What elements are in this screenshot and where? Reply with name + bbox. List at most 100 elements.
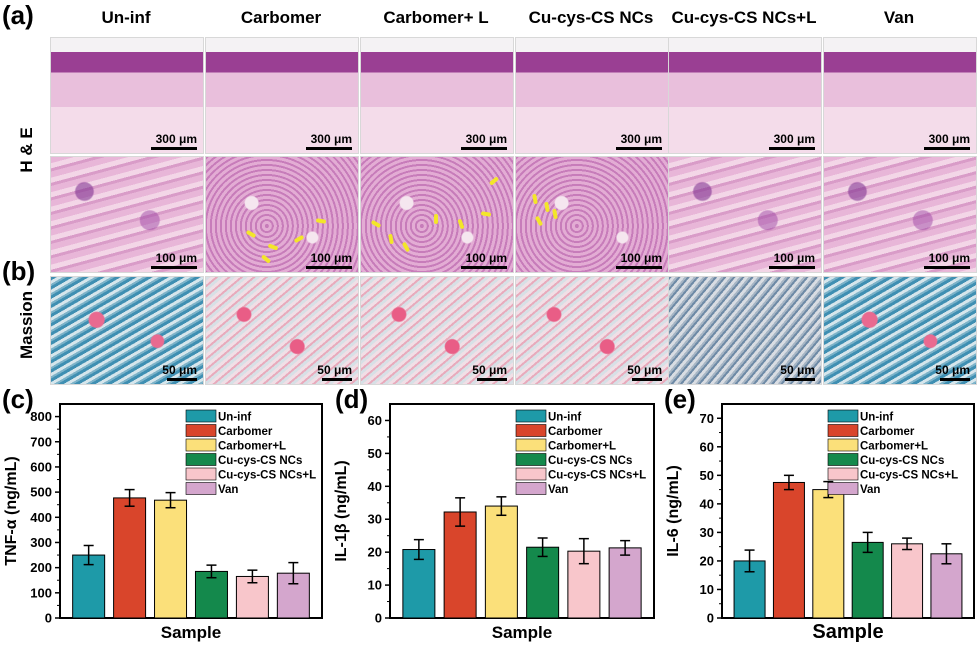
arrow-icon bbox=[315, 218, 327, 224]
scale-bar: 300 μm bbox=[151, 133, 197, 150]
scale-bar: 100 μm bbox=[151, 252, 197, 269]
scale-bar: 300 μm bbox=[461, 133, 507, 150]
legend-swatch-carbomer bbox=[827, 424, 859, 437]
panel-label-e: (e) bbox=[664, 384, 696, 414]
legend-label-carbomer-l: Carbomer+L bbox=[218, 441, 286, 453]
arrow-icon bbox=[260, 254, 272, 264]
legend-swatch-un-inf bbox=[185, 409, 217, 423]
legend-label-un-inf: Un-inf bbox=[218, 412, 251, 424]
legend-label-carbomer-l: Carbomer+L bbox=[548, 441, 616, 453]
y-tick-label: 20 bbox=[368, 545, 382, 560]
legend-swatch-cu-cys-cs-ncs-l bbox=[827, 467, 859, 481]
legend-swatch-van bbox=[185, 482, 217, 495]
arrow-icon bbox=[370, 219, 382, 229]
arrow-icon bbox=[388, 233, 394, 245]
y-tick-label: 60 bbox=[700, 439, 714, 454]
legend-swatch-carbomer bbox=[515, 424, 547, 437]
arrow-icon bbox=[401, 241, 411, 253]
bar-cu-cys-cs-ncs-l bbox=[891, 543, 924, 619]
legend-swatch-van bbox=[515, 482, 547, 495]
arrow-icon bbox=[480, 211, 492, 217]
micrograph-he-zoom-van: 100 μm bbox=[823, 156, 977, 273]
bar-carbomer bbox=[772, 481, 805, 619]
micrograph-he-zoom-un-inf: 100 μm bbox=[50, 156, 204, 273]
scale-bar: 50 μm bbox=[317, 364, 352, 381]
y-tick-label: 60 bbox=[368, 413, 382, 428]
y-axis-label: TNF-α (ng/mL) bbox=[3, 456, 20, 565]
y-tick-label: 700 bbox=[30, 434, 52, 449]
scale-bar: 300 μm bbox=[769, 133, 815, 150]
y-tick-label: 50 bbox=[368, 446, 382, 461]
y-tick-label: 0 bbox=[375, 611, 382, 626]
legend-label-cu-cys-cs-ncs-l: Cu-cys-CS NCs+L bbox=[860, 470, 958, 482]
y-tick-label: 0 bbox=[707, 611, 714, 626]
y-tick-label: 40 bbox=[700, 496, 714, 511]
y-tick-label: 30 bbox=[700, 525, 714, 540]
column-title-cu-cys-cs-ncs: Cu-cys-CS NCs bbox=[528, 8, 654, 27]
legend-label-cu-cys-cs-ncs-l: Cu-cys-CS NCs+L bbox=[218, 470, 316, 482]
micrograph-he-carbomer: 300 μm bbox=[205, 37, 359, 154]
bar-un-inf bbox=[72, 554, 106, 619]
bar-carbomer bbox=[443, 511, 477, 619]
legend-swatch-carbomer-l bbox=[827, 438, 859, 452]
scale-bar: 50 μm bbox=[780, 364, 815, 381]
panel-label-d: (d) bbox=[335, 384, 369, 414]
y-axis-label: IL-1β (ng/mL) bbox=[333, 460, 350, 561]
y-tick-label: 70 bbox=[700, 411, 714, 426]
legend-label-cu-cys-cs-ncs-l: Cu-cys-CS NCs+L bbox=[548, 470, 646, 482]
legend-label-carbomer: Carbomer bbox=[860, 426, 915, 438]
legend-label-carbomer: Carbomer bbox=[548, 426, 603, 438]
scale-bar: 50 μm bbox=[935, 364, 970, 381]
scale-bar: 300 μm bbox=[924, 133, 970, 150]
arrow-icon bbox=[457, 218, 465, 230]
y-tick-label: 30 bbox=[368, 512, 382, 527]
scale-bar: 100 μm bbox=[924, 252, 970, 269]
x-axis-label: Sample bbox=[812, 621, 883, 643]
scale-bar: 50 μm bbox=[627, 364, 662, 381]
bar-carbomer-l bbox=[154, 499, 188, 619]
arrow-icon bbox=[434, 214, 438, 224]
column-title-carbomer: Carbomer bbox=[240, 8, 322, 27]
legend-label-van: Van bbox=[218, 484, 238, 496]
legend-swatch-cu-cys-cs-ncs bbox=[185, 453, 217, 466]
bar-cu-cys-cs-ncs bbox=[194, 570, 228, 619]
y-tick-label: 200 bbox=[30, 560, 52, 575]
micrograph-masson-van: 50 μm bbox=[823, 276, 977, 385]
y-tick-label: 20 bbox=[700, 553, 714, 568]
y-tick-label: 100 bbox=[30, 585, 52, 600]
scale-bar: 100 μm bbox=[461, 252, 507, 269]
legend-swatch-cu-cys-cs-ncs bbox=[827, 453, 859, 466]
arrow-icon bbox=[532, 193, 538, 205]
arrow-icon bbox=[544, 201, 550, 213]
arrow-icon bbox=[488, 176, 500, 186]
y-tick-label: 500 bbox=[30, 485, 52, 500]
micrograph-masson-carbomer-l: 50 μm bbox=[360, 276, 514, 385]
bar-cu-cys-cs-ncs bbox=[526, 546, 560, 619]
y-tick-label: 0 bbox=[45, 611, 52, 626]
legend-swatch-cu-cys-cs-ncs-l bbox=[515, 467, 547, 481]
legend-label-van: Van bbox=[860, 484, 880, 496]
legend-swatch-cu-cys-cs-ncs-l bbox=[185, 467, 217, 481]
row-label-he: H & E bbox=[17, 127, 36, 173]
micrograph-he-zoom-cu-cys-cs-ncs-l: 100 μm bbox=[668, 156, 822, 273]
plot-frame bbox=[59, 403, 323, 619]
plot-frame bbox=[721, 403, 975, 619]
scale-bar: 100 μm bbox=[616, 252, 662, 269]
panel-label-c: (c) bbox=[2, 384, 34, 414]
bar-un-inf bbox=[402, 549, 436, 619]
legend-label-cu-cys-cs-ncs: Cu-cys-CS NCs bbox=[218, 455, 302, 467]
legend-label-un-inf: Un-inf bbox=[860, 412, 893, 424]
legend-label-van: Van bbox=[548, 484, 568, 496]
y-tick-label: 10 bbox=[700, 582, 714, 597]
legend-swatch-un-inf bbox=[827, 409, 859, 423]
panel-label-a: (a) bbox=[2, 0, 34, 30]
column-title-carbomer-l: Carbomer+ L bbox=[383, 8, 489, 27]
arrow-icon bbox=[293, 234, 305, 244]
legend-label-un-inf: Un-inf bbox=[548, 412, 581, 424]
micrograph-he-cu-cys-cs-ncs-l: 300 μm bbox=[668, 37, 822, 154]
scale-bar: 300 μm bbox=[616, 133, 662, 150]
legend-swatch-un-inf bbox=[515, 409, 547, 423]
bar-cu-cys-cs-ncs bbox=[851, 541, 884, 619]
y-tick-label: 400 bbox=[30, 510, 52, 525]
scale-bar: 100 μm bbox=[769, 252, 815, 269]
